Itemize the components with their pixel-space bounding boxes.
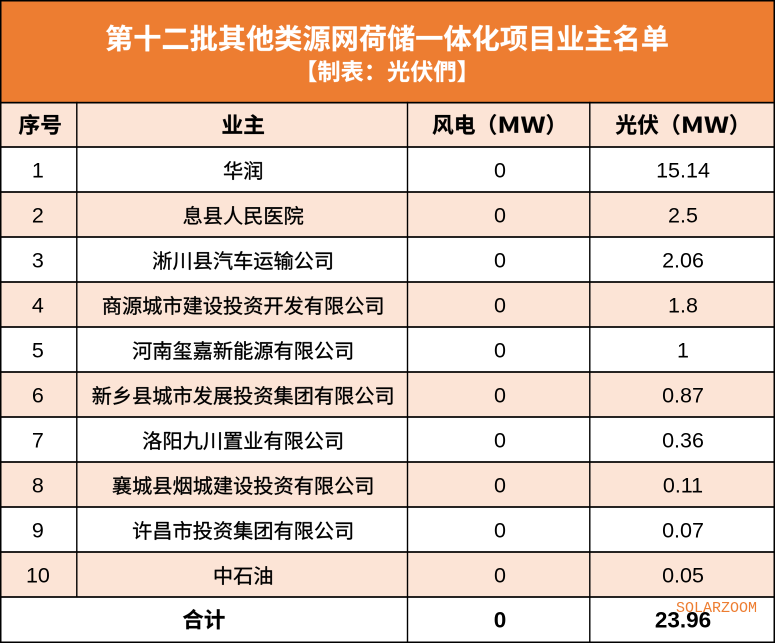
- svg-text:5: 5: [32, 338, 44, 362]
- svg-text:4: 4: [32, 293, 44, 317]
- svg-text:0.36: 0.36: [662, 428, 704, 452]
- svg-text:0: 0: [494, 518, 506, 542]
- svg-text:0: 0: [494, 383, 506, 407]
- svg-text:0: 0: [494, 473, 506, 497]
- svg-text:0: 0: [494, 293, 506, 317]
- svg-text:0: 0: [494, 158, 506, 182]
- svg-text:1: 1: [677, 338, 689, 362]
- svg-text:9: 9: [32, 518, 44, 542]
- svg-text:15.14: 15.14: [656, 158, 710, 182]
- svg-text:SOLARZOOM: SOLARZOOM: [676, 600, 757, 617]
- svg-text:7: 7: [32, 428, 44, 452]
- svg-text:0: 0: [494, 428, 506, 452]
- svg-text:8: 8: [32, 473, 44, 497]
- svg-text:0: 0: [494, 338, 506, 362]
- svg-text:2.5: 2.5: [668, 203, 698, 227]
- svg-text:0: 0: [494, 563, 506, 587]
- svg-text:0: 0: [494, 248, 506, 272]
- svg-text:1: 1: [32, 158, 44, 182]
- svg-text:0.07: 0.07: [662, 518, 704, 542]
- svg-text:6: 6: [32, 383, 44, 407]
- svg-text:0.05: 0.05: [662, 563, 704, 587]
- svg-text:23.96: 23.96: [655, 608, 711, 633]
- svg-text:0: 0: [494, 203, 506, 227]
- svg-text:1.8: 1.8: [668, 293, 698, 317]
- svg-text:2: 2: [32, 203, 44, 227]
- svg-text:2.06: 2.06: [662, 248, 704, 272]
- svg-text:0.87: 0.87: [662, 383, 704, 407]
- svg-text:0: 0: [494, 608, 507, 633]
- svg-text:10: 10: [26, 563, 50, 587]
- svg-text:3: 3: [32, 248, 44, 272]
- svg-text:0.11: 0.11: [663, 473, 703, 497]
